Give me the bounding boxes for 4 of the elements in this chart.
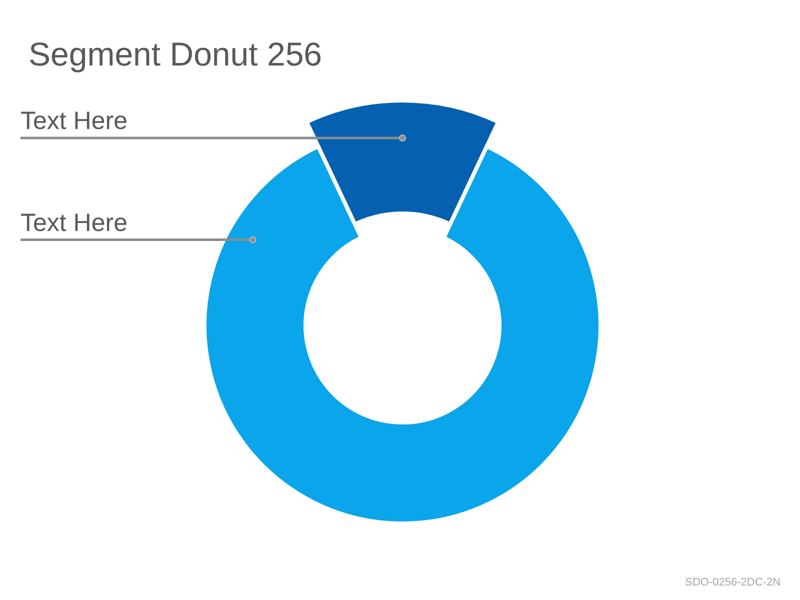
slice-label: Text Here	[20, 107, 128, 135]
slice-label: Text Here	[20, 208, 128, 237]
text: SDO-0256-2DC-2N	[685, 576, 781, 588]
chart-title: Segment Donut 256	[28, 36, 322, 72]
